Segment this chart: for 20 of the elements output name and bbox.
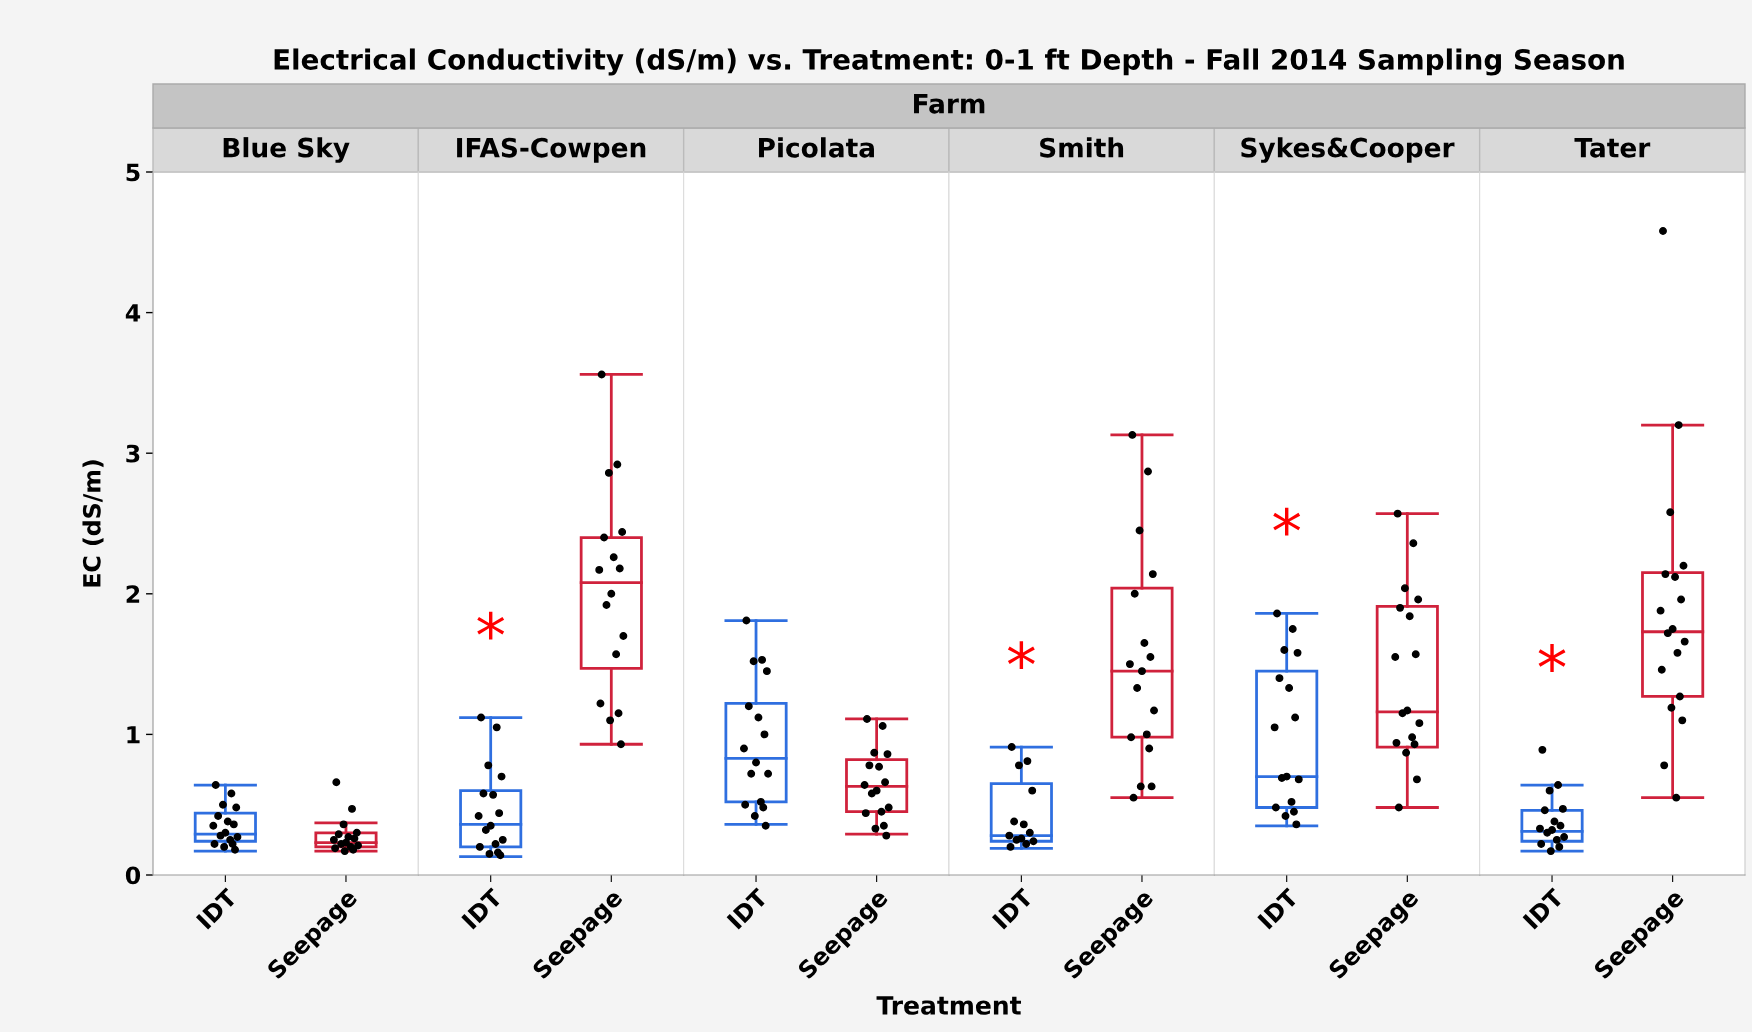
chart-title: Picolata [759,137,874,158]
chart-title: Sykes&Cooper [1241,137,1455,163]
chart-title: Blue Sky [223,137,350,163]
y-tick-label: 3 [126,444,140,463]
y-tick-label: 2 [126,585,140,603]
y-tick-label: 5 [126,163,140,182]
y-tick-label: 0 [125,866,141,885]
text: Farm [914,94,985,114]
chart-title: Smith [1040,137,1124,158]
annotation: * [1007,641,1035,670]
chart-title: IFAS-Cowpen [457,137,646,163]
annotation: * [1273,507,1301,536]
annotation: * [1538,644,1566,672]
text: Treatment [876,996,1022,1015]
annotation: * [477,611,505,640]
y-tick-label: 1 [127,726,140,744]
chart-title: Tater [1574,138,1651,158]
y-tick-label: 4 [125,304,141,322]
y-axis-title: EC (dS/m) [82,460,104,587]
text: Electrical Conductivity (dS/m) vs. Treatment: 0-1 ft Depth - Fall 2014 Sampling Season [274,48,1624,76]
